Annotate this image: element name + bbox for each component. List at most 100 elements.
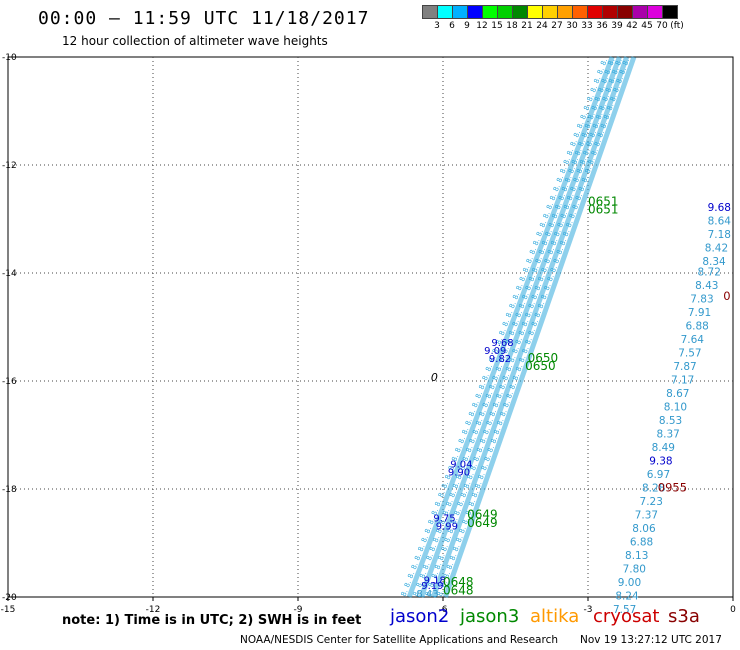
swath-sample-mark: 8. — [528, 246, 538, 255]
y-tick-label: -10 — [2, 53, 17, 63]
swath-sample-mark: 8. — [593, 93, 603, 102]
color-scale-label: 42 — [626, 21, 638, 31]
swath-sample-mark: 8. — [621, 57, 631, 66]
swath-sample-mark: 8. — [607, 57, 617, 66]
color-scale-label: 27 — [551, 21, 563, 31]
x-tick-label: -3 — [584, 605, 593, 615]
track-value-label: 8.49 — [652, 442, 675, 454]
swath-sample-mark: 8. — [474, 417, 484, 426]
swath-sample-mark: 8. — [575, 165, 585, 174]
swath-sample-mark: 8. — [602, 111, 612, 120]
pass-time-label: 0651 — [588, 203, 619, 217]
swath-sample-mark: 8. — [450, 453, 460, 462]
swath-sample-mark: 8. — [518, 273, 528, 282]
swath-sample-mark: 8. — [470, 489, 480, 498]
swath-sample-mark: 8. — [569, 138, 579, 147]
color-scale-label: 30 — [566, 21, 578, 31]
swath-sample-mark: 8. — [590, 102, 600, 111]
swath-sample-mark: 8. — [565, 147, 575, 156]
swath-sample-mark: 8. — [554, 201, 564, 210]
x-tick-label: -15 — [1, 605, 16, 615]
swath-sample-mark: 8. — [430, 570, 440, 579]
swath-sample-mark: 8. — [568, 210, 578, 219]
swath-sample-mark: 8. — [492, 426, 502, 435]
swath-sample-mark: 8. — [560, 183, 570, 192]
swath-sample-mark: 8. — [499, 408, 509, 417]
swath-sample-mark: 8. — [579, 111, 589, 120]
swath-sample-mark: 8. — [482, 426, 492, 435]
swath-sample-mark: 8. — [465, 444, 475, 453]
swath-sample-mark: 8. — [491, 399, 501, 408]
track-value-label: 7.80 — [623, 564, 646, 576]
swath-sample-mark: 8. — [504, 336, 514, 345]
swath-sample-mark: 8. — [532, 237, 542, 246]
swath-sample-mark: 8. — [415, 579, 425, 588]
swath-sample-mark: 8. — [557, 192, 567, 201]
y-tick-label: -18 — [2, 485, 17, 495]
swath-sample-mark: 8. — [428, 543, 438, 552]
swath-sample-mark: 8. — [491, 345, 501, 354]
swath-sample-mark: 8. — [437, 552, 447, 561]
swath-sample-mark: 8. — [601, 93, 611, 102]
swath-sample-mark: 8. — [527, 273, 537, 282]
y-tick-label: -12 — [2, 161, 17, 171]
swath-sample-mark: 8. — [530, 318, 540, 327]
swath-sample-mark: 8. — [491, 372, 501, 381]
swath-sample-mark: 8. — [596, 129, 606, 138]
track-value-label: 9.38 — [649, 456, 672, 468]
swath-value-label: 9.82 — [489, 354, 511, 365]
swath-sample-mark: 8. — [559, 165, 569, 174]
swath-sample-mark: 8. — [495, 390, 505, 399]
swath-sample-mark: 8. — [571, 201, 581, 210]
swath-sample-mark: 8. — [486, 444, 496, 453]
swath-sample-mark: 8. — [400, 588, 410, 597]
swath-sample-mark: 8. — [576, 120, 586, 129]
track-value-label: 8.53 — [659, 415, 682, 427]
map-title: 00:00 – 11:59 UTC 11/18/2017 — [38, 8, 370, 29]
swath-sample-mark: 8. — [511, 318, 521, 327]
swath-sample-mark: 8. — [514, 336, 524, 345]
swath-sample-mark: 8. — [502, 399, 512, 408]
swath-sample-mark: 8. — [471, 399, 481, 408]
cryosat-time-label: 0955 — [658, 481, 687, 495]
swath-sample-mark: 8. — [550, 210, 560, 219]
swath-sample-mark: 8. — [585, 138, 595, 147]
swath-sample-mark: 8. — [485, 417, 495, 426]
color-scale-label: 70 — [656, 21, 668, 31]
swath-sample-mark: 8. — [555, 174, 565, 183]
swath-sample-mark: 8. — [475, 444, 485, 453]
swath-sample-mark: 8. — [433, 561, 443, 570]
color-scale-label: 36 — [596, 21, 608, 31]
track-value-label: 9.68 — [708, 202, 731, 214]
x-tick-label: -9 — [294, 605, 303, 615]
swath-sample-mark: 8. — [453, 507, 463, 516]
footer-note: note: 1) Time is in UTC; 2) SWH is in fe… — [62, 613, 362, 628]
swath-sample-mark: 8. — [538, 219, 548, 228]
swath-sample-mark: 8. — [501, 318, 511, 327]
track-value-label: 8.72 — [698, 267, 721, 279]
swath-sample-mark: 8. — [549, 237, 559, 246]
swath-sample-mark: 8. — [540, 264, 550, 273]
track-value-label: 7.18 — [708, 229, 731, 241]
swath-sample-mark: 8. — [525, 255, 535, 264]
track-value-label: 8.13 — [625, 550, 648, 562]
swath-sample-mark: 8. — [448, 552, 458, 561]
swath-sample-mark: 8. — [488, 408, 498, 417]
swath-sample-mark: 8. — [450, 516, 460, 525]
swath-sample-mark: 8. — [559, 210, 569, 219]
swath-sample-mark: 8. — [543, 255, 553, 264]
swath-sample-mark: 8. — [445, 498, 455, 507]
swath-sample-mark: 8. — [595, 111, 605, 120]
swath-sample-mark: 8. — [455, 471, 465, 480]
swath-sample-mark: 8. — [517, 300, 527, 309]
swath-sample-mark: 8. — [477, 471, 487, 480]
swath-sample-mark: 8. — [466, 471, 476, 480]
swath-sample-mark: 8. — [580, 174, 590, 183]
swath-sample-mark: 8. — [464, 507, 474, 516]
swath-sample-mark: 8. — [590, 147, 600, 156]
swath-sample-mark: 8. — [592, 75, 602, 84]
swath-sample-mark: 8. — [521, 291, 531, 300]
color-scale-label: 15 — [491, 21, 503, 31]
legend-item-jason3: jason3 — [460, 606, 520, 627]
